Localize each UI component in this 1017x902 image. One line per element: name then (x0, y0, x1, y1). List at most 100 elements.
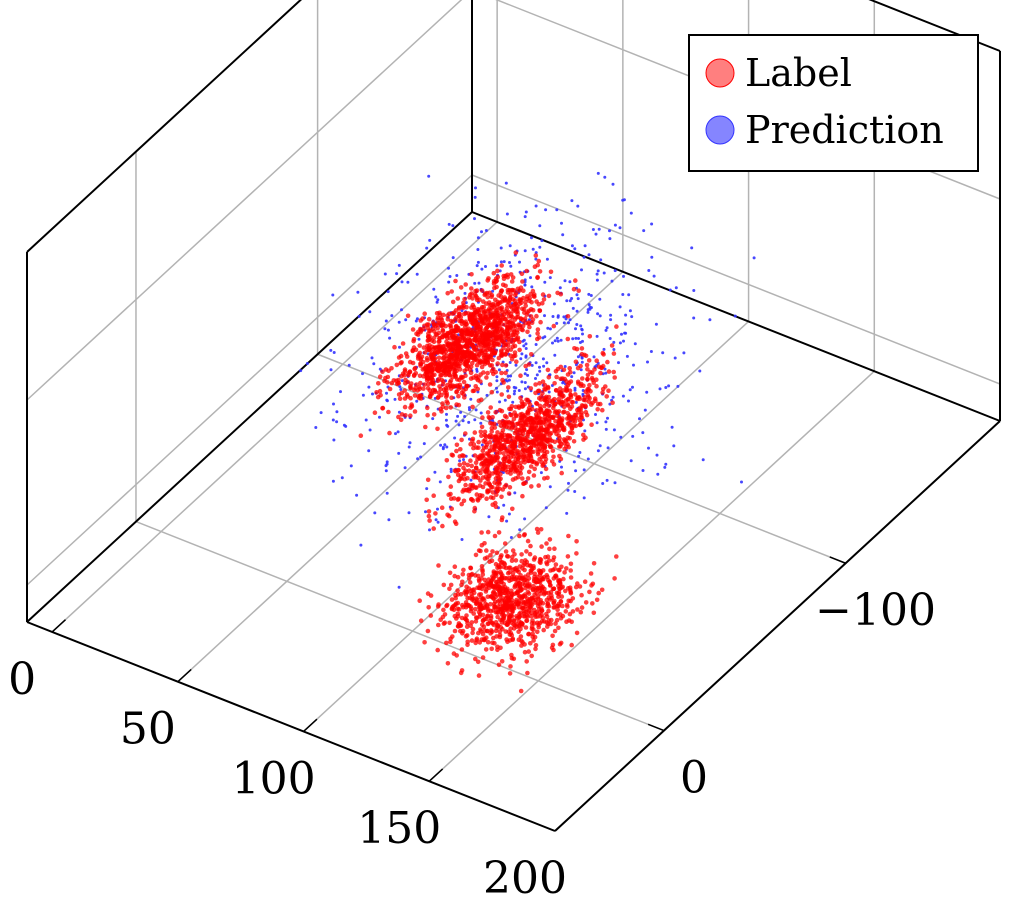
data-point-prediction (339, 390, 342, 394)
data-point-label (537, 556, 543, 562)
data-point-label (473, 465, 479, 471)
data-point-label (408, 385, 413, 390)
data-point-label (582, 395, 587, 400)
data-point-label (514, 575, 520, 580)
data-point-prediction (530, 285, 534, 289)
data-point-label (517, 584, 523, 589)
data-point-label (610, 400, 615, 406)
data-point-label (463, 634, 469, 639)
data-point-label (587, 395, 592, 401)
y-tick-mark (647, 723, 665, 732)
data-point-prediction (552, 302, 556, 306)
data-point-label (532, 592, 537, 597)
data-point-label (449, 328, 455, 334)
data-point-label (452, 628, 458, 634)
data-point-prediction (479, 411, 483, 415)
data-point-label (387, 386, 393, 392)
x-tick-mark (177, 668, 192, 683)
data-point-label (528, 291, 533, 297)
data-point-label (542, 397, 548, 403)
data-point-label (486, 480, 492, 486)
data-point-label (579, 346, 585, 351)
data-point-label (501, 560, 507, 566)
data-point-label (448, 484, 454, 489)
data-point-prediction (505, 519, 509, 523)
data-point-label (448, 405, 454, 410)
data-point-label (482, 437, 488, 442)
data-point-prediction (547, 390, 551, 394)
data-point-prediction (658, 387, 662, 391)
data-point-label (427, 362, 433, 368)
data-point-label (437, 384, 442, 389)
data-point-label (565, 336, 571, 342)
data-point-label (455, 600, 461, 606)
data-point-prediction (495, 264, 499, 268)
data-point-label (454, 616, 459, 621)
data-point-prediction (329, 348, 333, 352)
data-point-label (614, 324, 619, 329)
data-point-label (467, 316, 473, 322)
data-point-label (490, 421, 495, 427)
data-point-label (560, 603, 565, 609)
data-point-label (377, 374, 383, 380)
data-point-prediction (544, 506, 548, 510)
data-point-label (513, 558, 519, 563)
data-point-prediction (495, 390, 499, 394)
data-point-label (546, 604, 552, 609)
data-point-label (450, 374, 456, 380)
data-point-label (473, 485, 478, 490)
data-point-label (474, 636, 480, 641)
data-point-prediction (404, 318, 408, 322)
data-point-label (444, 390, 449, 396)
data-point-label (585, 377, 590, 382)
data-point-label (544, 427, 549, 433)
data-point-prediction (548, 485, 552, 489)
data-point-label (524, 618, 529, 624)
data-point-label (424, 497, 430, 503)
data-point-prediction (445, 412, 448, 416)
data-point-label (489, 389, 495, 395)
data-point-prediction (534, 204, 538, 208)
data-point-label (480, 655, 486, 660)
data-point-prediction (708, 318, 712, 322)
data-point-label (425, 477, 431, 483)
data-point-label (480, 622, 485, 628)
data-point-prediction (551, 315, 555, 318)
data-point-prediction (604, 328, 608, 332)
data-point-label (552, 628, 558, 634)
data-point-label (495, 268, 500, 274)
data-point-label (520, 423, 525, 429)
data-point-label (556, 433, 561, 438)
data-point-label (487, 559, 492, 564)
data-point-label (465, 589, 470, 595)
data-point-label (568, 568, 573, 573)
data-point-label (455, 574, 461, 580)
data-point-prediction (449, 467, 453, 471)
data-point-label (605, 359, 610, 365)
data-point-label (546, 375, 552, 380)
data-point-prediction (461, 419, 465, 423)
data-point-label (512, 410, 517, 415)
data-point-label (479, 453, 485, 458)
data-point-label (488, 553, 493, 558)
data-point-label (497, 597, 502, 603)
data-point-label (587, 382, 592, 388)
data-point-label (480, 583, 485, 589)
data-point-label (533, 433, 538, 439)
data-point-label (467, 580, 473, 585)
data-point-label (486, 307, 492, 312)
data-point-prediction (601, 482, 605, 485)
data-point-label (566, 380, 572, 386)
data-point-prediction (580, 360, 584, 364)
data-point-prediction (562, 321, 566, 325)
data-point-prediction (618, 305, 622, 309)
data-point-prediction (523, 215, 527, 219)
data-point-label (524, 397, 529, 403)
data-point-label (444, 362, 450, 368)
data-point-prediction (453, 436, 457, 440)
data-point-label (490, 343, 496, 348)
data-point-label (485, 278, 491, 283)
data-point-prediction (491, 289, 495, 293)
data-point-label (546, 293, 552, 299)
data-point-label (499, 288, 505, 293)
